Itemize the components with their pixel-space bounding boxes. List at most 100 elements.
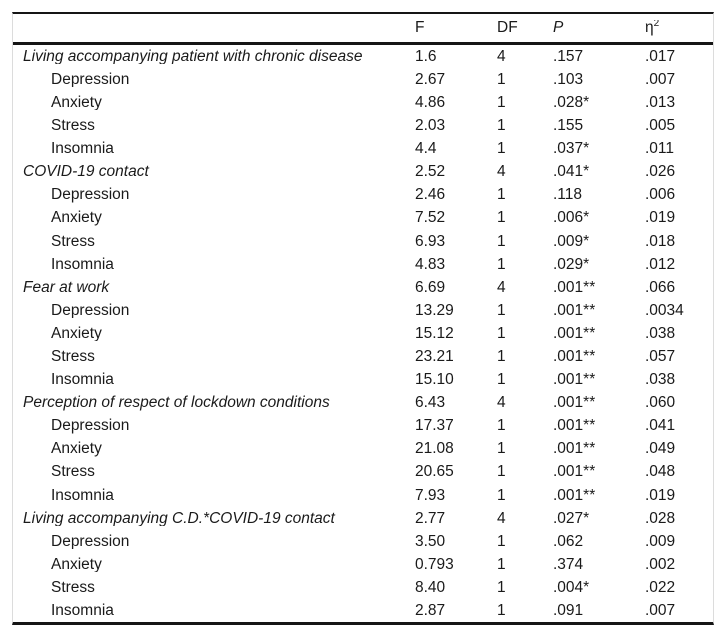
table-row: Depression 2.67 1 .103 .007 bbox=[13, 68, 713, 91]
row-label-cell: Insomnia bbox=[51, 487, 114, 504]
f-value-cell: 13.29 bbox=[415, 302, 454, 319]
eta-value-cell: .011 bbox=[645, 141, 675, 157]
df-value-cell: 1 bbox=[497, 71, 506, 88]
eta-value-cell: .012 bbox=[645, 256, 676, 273]
eta-value-cell: .007 bbox=[645, 71, 676, 88]
table-row: Stress 8.40 1 .004* .022 bbox=[13, 576, 713, 599]
p-value-cell: .041* bbox=[553, 164, 590, 180]
table-row: Anxiety 4.86 1 .028* .013 bbox=[13, 91, 713, 114]
p-value-cell: .118 bbox=[553, 187, 583, 203]
p-value-cell: .001** bbox=[553, 487, 596, 504]
row-label-cell: Insomnia bbox=[51, 603, 114, 619]
f-value-cell: 21.08 bbox=[415, 441, 454, 457]
df-value-cell: 1 bbox=[497, 302, 506, 319]
f-value-cell: 2.87 bbox=[415, 603, 446, 619]
eta-value-cell: .038 bbox=[645, 325, 676, 342]
f-value-cell: 15.10 bbox=[415, 372, 454, 388]
row-label-cell: Stress bbox=[51, 464, 95, 480]
p-value-cell: .037* bbox=[553, 141, 590, 157]
p-value-cell: .001** bbox=[553, 349, 596, 365]
df-value-cell: 1 bbox=[497, 603, 506, 619]
table-row: Stress 2.03 1 .155 .005 bbox=[13, 114, 713, 137]
table-row: Stress 20.65 1 .001** .048 bbox=[13, 461, 713, 484]
eta-symbol: η bbox=[645, 20, 654, 36]
eta-value-cell: .041 bbox=[645, 418, 676, 434]
row-label-cell: Anxiety bbox=[51, 94, 102, 111]
row-label-cell: Insomnia bbox=[51, 372, 114, 388]
table-row: Living accompanying C.D.*COVID-19 contac… bbox=[13, 507, 713, 530]
table-row: Insomnia 2.87 1 .091 .007 bbox=[13, 599, 713, 622]
table-row: Depression 13.29 1 .001** .0034 bbox=[13, 299, 713, 322]
eta-value-cell: .038 bbox=[645, 372, 676, 388]
eta-value-cell: .019 bbox=[645, 487, 676, 504]
f-value-cell: 23.21 bbox=[415, 349, 454, 365]
p-value-cell: .004* bbox=[553, 579, 590, 596]
row-label-cell: Stress bbox=[51, 349, 95, 365]
table-row: Anxiety 0.793 1 .374 .002 bbox=[13, 553, 713, 576]
df-value-cell: 1 bbox=[497, 256, 506, 273]
header-p: P bbox=[553, 20, 564, 36]
f-value-cell: 20.65 bbox=[415, 464, 454, 480]
eta-value-cell: .022 bbox=[645, 579, 676, 596]
eta-value-cell: .028 bbox=[645, 510, 676, 527]
df-value-cell: 1 bbox=[497, 464, 506, 480]
eta-value-cell: .057 bbox=[645, 349, 676, 365]
table-row: Insomnia 4.83 1 .029* .012 bbox=[13, 253, 713, 276]
eta-value-cell: .066 bbox=[645, 279, 676, 296]
p-value-cell: .001** bbox=[553, 395, 596, 411]
df-value-cell: 1 bbox=[497, 418, 506, 434]
f-value-cell: 17.37 bbox=[415, 418, 454, 434]
table-row: Fear at work 6.69 4 .001** .066 bbox=[13, 276, 713, 299]
f-value-cell: 7.52 bbox=[415, 210, 446, 226]
header-df: DF bbox=[497, 20, 518, 36]
df-value-cell: 1 bbox=[497, 441, 506, 457]
row-label-cell: Anxiety bbox=[51, 441, 102, 457]
p-value-cell: .001** bbox=[553, 464, 596, 480]
df-value-cell: 1 bbox=[497, 187, 506, 203]
f-value-cell: 6.43 bbox=[415, 395, 446, 411]
f-value-cell: 3.50 bbox=[415, 533, 446, 550]
p-value-cell: .001** bbox=[553, 372, 596, 388]
p-value-cell: .029* bbox=[553, 256, 590, 273]
row-label-cell: Anxiety bbox=[51, 210, 102, 226]
eta-value-cell: .007 bbox=[645, 603, 676, 619]
row-label-cell: COVID-19 contact bbox=[23, 164, 149, 180]
p-value-cell: .001** bbox=[553, 302, 596, 319]
f-value-cell: 4.4 bbox=[415, 141, 437, 157]
eta-value-cell: .009 bbox=[645, 533, 676, 550]
row-label-cell: Anxiety bbox=[51, 325, 102, 342]
f-value-cell: 7.93 bbox=[415, 487, 446, 504]
p-value-cell: .001** bbox=[553, 279, 596, 296]
eta-value-cell: .005 bbox=[645, 118, 676, 134]
f-value-cell: 2.46 bbox=[415, 187, 446, 203]
table-row: Depression 17.37 1 .001** .041 bbox=[13, 415, 713, 438]
row-label-cell: Depression bbox=[51, 533, 130, 550]
df-value-cell: 4 bbox=[497, 48, 506, 65]
p-value-cell: .155 bbox=[553, 118, 584, 134]
p-value-cell: .009* bbox=[553, 233, 590, 250]
f-value-cell: 1.6 bbox=[415, 48, 437, 65]
table-row: Anxiety 7.52 1 .006* .019 bbox=[13, 207, 713, 230]
eta-value-cell: .049 bbox=[645, 441, 676, 457]
row-label-cell: Stress bbox=[51, 118, 95, 134]
eta-value-cell: .018 bbox=[645, 233, 676, 250]
f-value-cell: 2.67 bbox=[415, 71, 446, 88]
df-value-cell: 1 bbox=[497, 325, 506, 342]
table-body: Living accompanying patient with chronic… bbox=[13, 45, 713, 622]
eta-superscript: 2 bbox=[653, 20, 660, 30]
eta-value-cell: .013 bbox=[645, 94, 676, 111]
f-value-cell: 6.69 bbox=[415, 279, 446, 296]
table-header-row: F DF P η2 bbox=[13, 14, 713, 45]
eta-value-cell: .060 bbox=[645, 395, 676, 411]
p-value-cell: .103 bbox=[553, 71, 584, 88]
df-value-cell: 1 bbox=[497, 487, 506, 504]
row-label-cell: Living accompanying patient with chronic… bbox=[23, 48, 363, 65]
f-value-cell: 4.83 bbox=[415, 256, 446, 273]
df-value-cell: 1 bbox=[497, 556, 506, 573]
df-value-cell: 1 bbox=[497, 372, 506, 388]
df-value-cell: 1 bbox=[497, 579, 506, 596]
df-value-cell: 4 bbox=[497, 510, 506, 527]
eta-value-cell: .048 bbox=[645, 464, 676, 480]
table-row: Anxiety 15.12 1 .001** .038 bbox=[13, 322, 713, 345]
table-row: Insomnia 15.10 1 .001** .038 bbox=[13, 368, 713, 391]
